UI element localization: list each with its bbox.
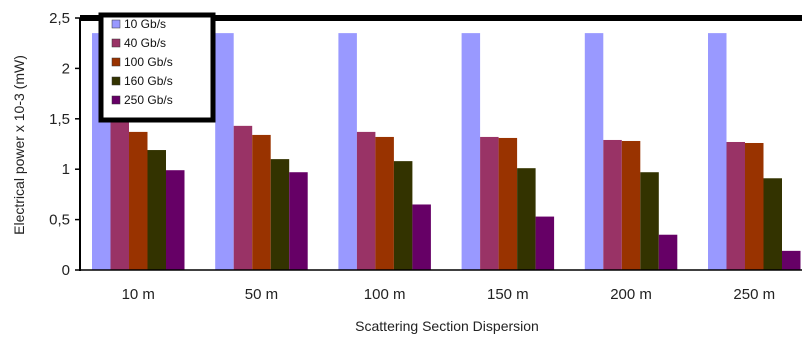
bar-100-gb-s-50m (252, 134, 271, 270)
bar-40-gb-s-50m (233, 125, 253, 270)
bar-160-gb-s-10m (147, 150, 166, 270)
y-tick-label: 2 (62, 60, 70, 77)
bar-40-gb-s-150m (480, 136, 499, 270)
bar-250-gb-s-150m (535, 216, 555, 270)
legend-swatch (111, 57, 121, 67)
category-labels: 10 m 50 m 100 m 150 m 200 m 250 m (122, 286, 776, 303)
x-tick-label: 150 m (487, 286, 529, 303)
bars-layer (92, 33, 801, 271)
x-tick-label: 10 m (122, 286, 155, 303)
bar-250-gb-s-50m (289, 172, 308, 270)
bar-100-gb-s-10m (129, 131, 148, 270)
bar-100-gb-s-150m (498, 137, 518, 270)
bar-40-gb-s-10m (110, 106, 129, 270)
bar-160-gb-s-100m (393, 161, 413, 270)
legend-label: 160 Gb/s (124, 74, 173, 88)
bar-100-gb-s-100m (375, 136, 394, 270)
bar-40-gb-s-100m (356, 131, 376, 270)
bar-250-gb-s-10m (166, 170, 185, 270)
bar-10-gb-s-100m (338, 33, 357, 271)
legend-label: 40 Gb/s (124, 36, 166, 50)
y-tick-label: 0,5 (49, 212, 70, 229)
legend: 10 Gb/s 40 Gb/s 100 Gb/s 160 Gb/s 250 Gb/s (98, 12, 216, 123)
legend-swatch (111, 95, 121, 105)
bar-160-gb-s-200m (640, 172, 659, 270)
y-axis-title: Electrical power x 10-3 (mW) (11, 55, 27, 235)
x-tick-label: 200 m (610, 286, 652, 303)
bar-160-gb-s-250m (763, 178, 782, 270)
y-tick-label: 1 (62, 161, 70, 178)
bar-10-gb-s-150m (461, 33, 481, 271)
bar-160-gb-s-50m (270, 159, 290, 270)
bar-10-gb-s-50m (215, 33, 234, 271)
bar-250-gb-s-200m (658, 234, 678, 270)
bar-250-gb-s-100m (412, 204, 431, 270)
x-tick-label: 250 m (733, 286, 775, 303)
legend-swatch (111, 38, 121, 48)
bar-100-gb-s-250m (745, 142, 764, 270)
bar-160-gb-s-150m (517, 168, 536, 270)
legend-label: 250 Gb/s (124, 93, 173, 107)
bar-40-gb-s-200m (603, 139, 622, 270)
bar-250-gb-s-250m (782, 250, 801, 270)
x-axis-title: Scattering Section Dispersion (355, 318, 539, 334)
bar-10-gb-s-250m (708, 33, 727, 271)
y-tick-label: 0 (62, 262, 70, 279)
y-tick-label: 2,5 (49, 10, 70, 27)
legend-label: 10 Gb/s (124, 17, 166, 31)
x-tick-label: 50 m (245, 286, 278, 303)
bar-10-gb-s-200m (584, 33, 604, 271)
ticks-layer: 0 0,5 1 1,5 2 2,5 (49, 10, 80, 279)
bar-40-gb-s-250m (726, 141, 745, 270)
legend-swatch (111, 76, 121, 86)
legend-label: 100 Gb/s (124, 55, 173, 69)
bar-100-gb-s-200m (621, 140, 641, 270)
y-tick-label: 1,5 (49, 111, 70, 128)
x-tick-label: 100 m (364, 286, 406, 303)
legend-swatch (111, 19, 121, 29)
